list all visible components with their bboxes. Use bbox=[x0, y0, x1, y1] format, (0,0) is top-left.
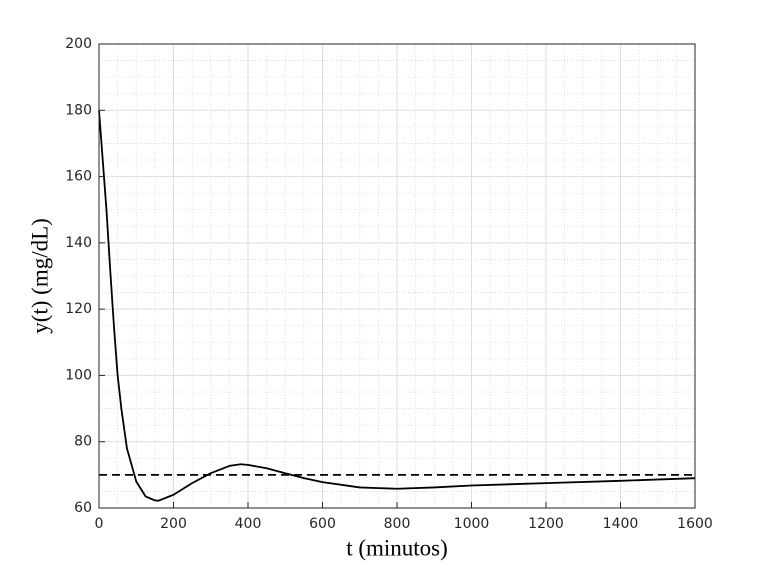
plot-area bbox=[98, 110, 696, 502]
x-tick-label: 400 bbox=[235, 516, 262, 532]
x-tick-label: 600 bbox=[309, 516, 336, 532]
y-tick-label: 200 bbox=[65, 36, 92, 52]
x-tick-label: 800 bbox=[384, 516, 411, 532]
y-tick-label: 140 bbox=[65, 235, 92, 251]
y-axis-label: y(t) (mg/dL) bbox=[27, 218, 52, 334]
x-tick-label: 0 bbox=[95, 516, 104, 532]
y-tick-label: 120 bbox=[65, 301, 92, 317]
y-tick-label: 180 bbox=[65, 102, 92, 118]
line-series bbox=[98, 110, 696, 502]
ticks: 0 200 400 600 800 1000 1200 1400 1600 60 80 100 120 1… bbox=[65, 36, 713, 532]
x-tick-label: 1400 bbox=[603, 516, 639, 532]
y-tick-label: 100 bbox=[65, 367, 92, 383]
y-tick-label: 160 bbox=[65, 169, 92, 185]
x-tick-label: 1000 bbox=[454, 516, 490, 532]
y-tick-label: 80 bbox=[74, 434, 92, 450]
x-axis-label: t (minutos) bbox=[346, 535, 448, 560]
x-tick-label: 200 bbox=[160, 516, 187, 532]
x-tick-label: 1200 bbox=[528, 516, 564, 532]
y-tick-label: 60 bbox=[74, 500, 92, 516]
x-tick-label: 1600 bbox=[677, 516, 713, 532]
